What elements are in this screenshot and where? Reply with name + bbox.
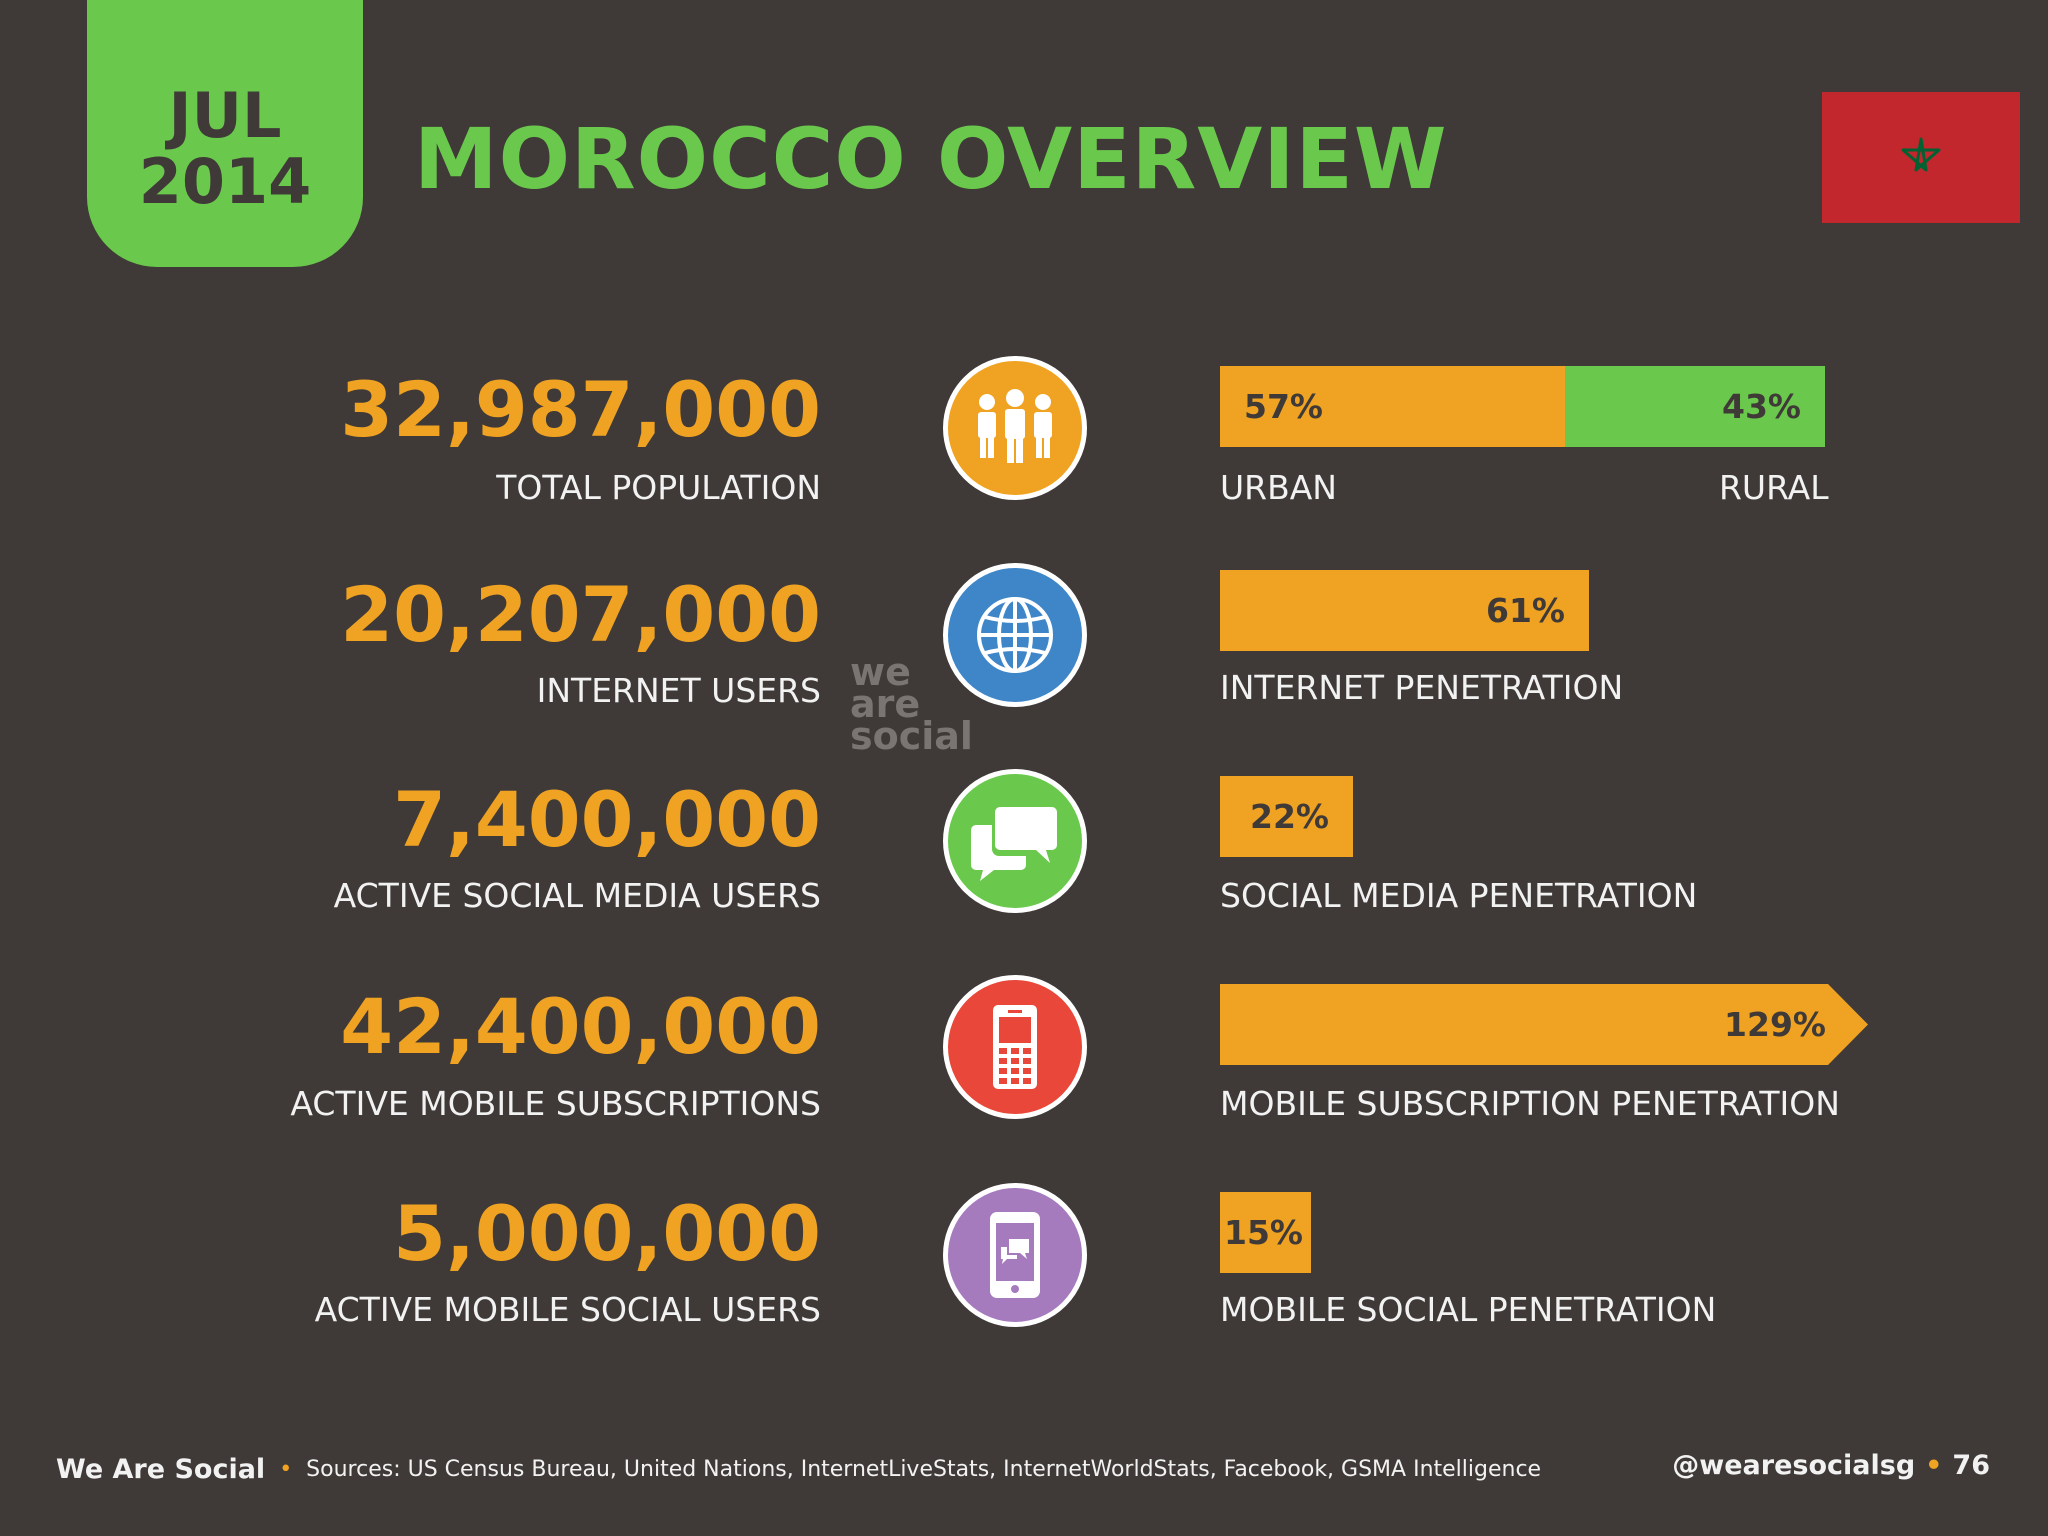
internet-penetration-label: INTERNET PENETRATION bbox=[1220, 668, 1624, 707]
mobile-phone-icon bbox=[943, 975, 1087, 1119]
total-population-value: 32,987,000 bbox=[340, 365, 821, 454]
internet-penetration-percent: 61% bbox=[1486, 591, 1565, 630]
mobile-subscription-penetration-label: MOBILE SUBSCRIPTION PENETRATION bbox=[1220, 1084, 1840, 1123]
social-media-penetration-percent: 22% bbox=[1250, 797, 1329, 836]
social-media-users-label: ACTIVE SOCIAL MEDIA USERS bbox=[333, 876, 821, 915]
internet-users-label: INTERNET USERS bbox=[536, 671, 821, 710]
rural-bar: 43% bbox=[1565, 366, 1825, 447]
footer-brand: We Are Social bbox=[56, 1454, 266, 1485]
people-icon bbox=[943, 356, 1087, 500]
urban-percent: 57% bbox=[1244, 387, 1323, 426]
internet-penetration-bar: 61% bbox=[1220, 570, 1589, 651]
morocco-flag-icon bbox=[1822, 92, 2020, 223]
badge-month: JUL bbox=[168, 78, 282, 152]
footer: We Are Social • Sources: US Census Burea… bbox=[56, 1454, 1541, 1485]
mobile-social-penetration-bar: 15% bbox=[1220, 1192, 1311, 1273]
urban-label: URBAN bbox=[1220, 468, 1337, 507]
footer-separator-right: • bbox=[1925, 1450, 1943, 1481]
social-media-users-value: 7,400,000 bbox=[393, 775, 821, 864]
mobile-subscription-penetration-bar: 129% bbox=[1220, 984, 1868, 1065]
footer-right: @wearesocialsg • 76 bbox=[1672, 1450, 1990, 1481]
mobile-social-users-label: ACTIVE MOBILE SOCIAL USERS bbox=[314, 1290, 821, 1329]
internet-users-value: 20,207,000 bbox=[340, 570, 821, 659]
globe-icon bbox=[943, 563, 1087, 707]
mobile-social-penetration-label: MOBILE SOCIAL PENETRATION bbox=[1220, 1290, 1717, 1329]
footer-separator: • bbox=[279, 1457, 293, 1482]
watermark-line-2: are bbox=[850, 682, 921, 726]
chat-bubbles-icon bbox=[943, 769, 1087, 913]
page-title: MOROCCO OVERVIEW bbox=[414, 110, 1448, 208]
date-badge: JUL 2014 bbox=[87, 0, 363, 267]
mobile-subscriptions-label: ACTIVE MOBILE SUBSCRIPTIONS bbox=[290, 1084, 821, 1123]
badge-year: 2014 bbox=[138, 144, 312, 218]
urban-bar: 57% bbox=[1220, 366, 1565, 447]
mobile-subscription-penetration-percent: 129% bbox=[1724, 1005, 1826, 1044]
mobile-social-users-value: 5,000,000 bbox=[393, 1189, 821, 1278]
footer-handle: @wearesocialsg bbox=[1672, 1450, 1916, 1481]
footer-sources: Sources: US Census Bureau, United Nation… bbox=[306, 1457, 1542, 1482]
total-population-label: TOTAL POPULATION bbox=[496, 468, 821, 507]
we-are-social-watermark: we are social bbox=[850, 650, 973, 758]
social-media-penetration-bar: 22% bbox=[1220, 776, 1353, 857]
rural-label: RURAL bbox=[1719, 468, 1829, 507]
mobile-social-penetration-percent: 15% bbox=[1224, 1213, 1303, 1252]
social-media-penetration-label: SOCIAL MEDIA PENETRATION bbox=[1220, 876, 1698, 915]
mobile-subscriptions-value: 42,400,000 bbox=[340, 982, 821, 1071]
watermark-line-3: social bbox=[850, 714, 973, 758]
page-number: 76 bbox=[1952, 1450, 1990, 1481]
rural-percent: 43% bbox=[1722, 387, 1801, 426]
watermark-line-1: we bbox=[850, 650, 911, 694]
smartphone-chat-icon bbox=[943, 1183, 1087, 1327]
